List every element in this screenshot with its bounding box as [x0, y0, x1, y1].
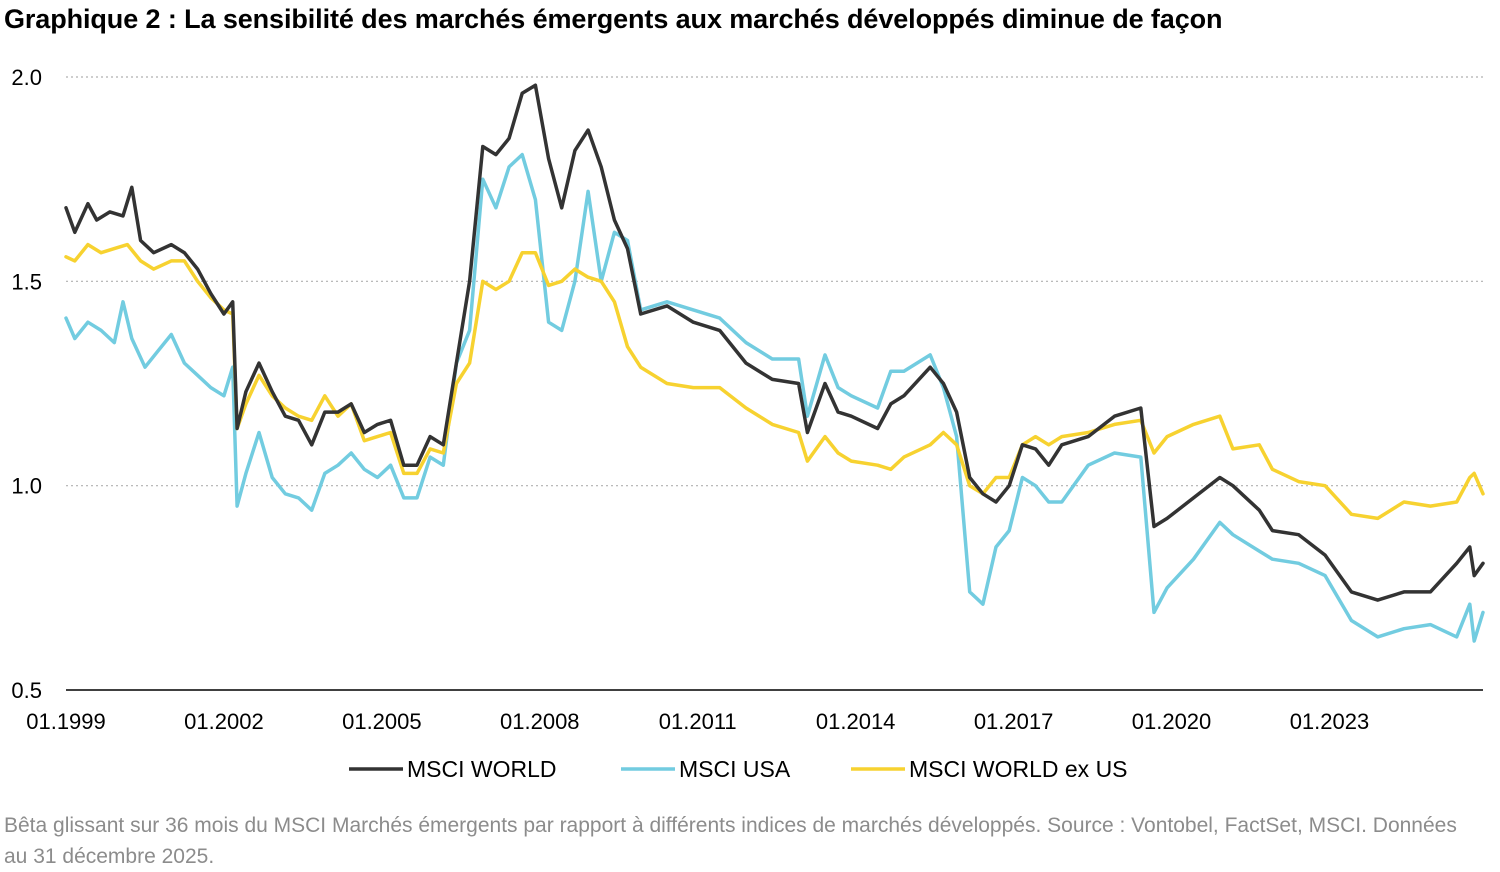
legend-item: MSCI WORLD: [349, 756, 557, 782]
series-line-msci-world: [64, 83, 1485, 602]
x-tick-label: 01.2002: [184, 709, 264, 734]
legend: MSCI WORLD MSCI USA MSCI WORLD ex US: [349, 756, 1128, 782]
series-line-msci-world-ex-us: [64, 242, 1485, 521]
page-title: Graphique 2 : La sensibilité des marchés…: [4, 4, 1223, 34]
y-tick-label: 1.5: [11, 269, 42, 294]
legend-label: MSCI WORLD ex US: [909, 756, 1128, 782]
legend-item: MSCI WORLD ex US: [851, 756, 1128, 782]
y-tick-label: 1.0: [11, 474, 42, 499]
x-tick-label: 01.2023: [1290, 709, 1370, 734]
grid-lines: [66, 76, 1483, 487]
y-tick-label: 0.5: [11, 678, 42, 703]
x-tick-label: 01.2014: [816, 709, 896, 734]
y-tick-label: 2.0: [11, 65, 42, 90]
x-tick-label: 01.2020: [1132, 709, 1212, 734]
x-axis-ticks: 01.1999 01.2002 01.2005 01.2008 01.2011 01.20…: [26, 709, 1369, 734]
series-lines: [64, 83, 1485, 643]
series-line-msci-usa: [64, 152, 1485, 643]
x-tick-label: 01.2011: [659, 709, 737, 734]
source-note: Bêta glissant sur 36 mois du MSCI Marché…: [4, 814, 1457, 868]
x-tick-label: 01.2005: [342, 709, 422, 734]
x-tick-label: 01.2017: [974, 709, 1054, 734]
y-axis-ticks: 0.5 1.0 1.5 2.0: [11, 65, 42, 703]
legend-label: MSCI WORLD: [407, 756, 557, 782]
x-tick-label: 01.1999: [26, 709, 106, 734]
legend-item: MSCI USA: [621, 756, 791, 782]
x-tick-label: 01.2008: [500, 709, 580, 734]
legend-label: MSCI USA: [679, 756, 791, 782]
